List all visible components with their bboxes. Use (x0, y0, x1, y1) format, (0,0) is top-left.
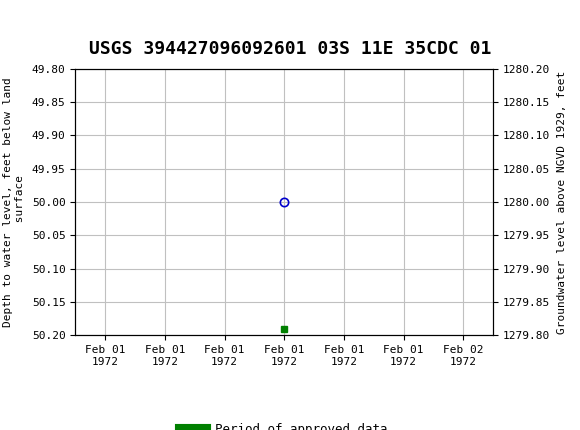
Text: ≡USGS: ≡USGS (9, 16, 75, 36)
Y-axis label: Groundwater level above NGVD 1929, feet: Groundwater level above NGVD 1929, feet (557, 71, 567, 334)
Text: USGS 394427096092601 03S 11E 35CDC 01: USGS 394427096092601 03S 11E 35CDC 01 (89, 40, 491, 58)
Legend: Period of approved data: Period of approved data (176, 418, 393, 430)
Y-axis label: Depth to water level, feet below land
 surface: Depth to water level, feet below land su… (3, 77, 25, 327)
